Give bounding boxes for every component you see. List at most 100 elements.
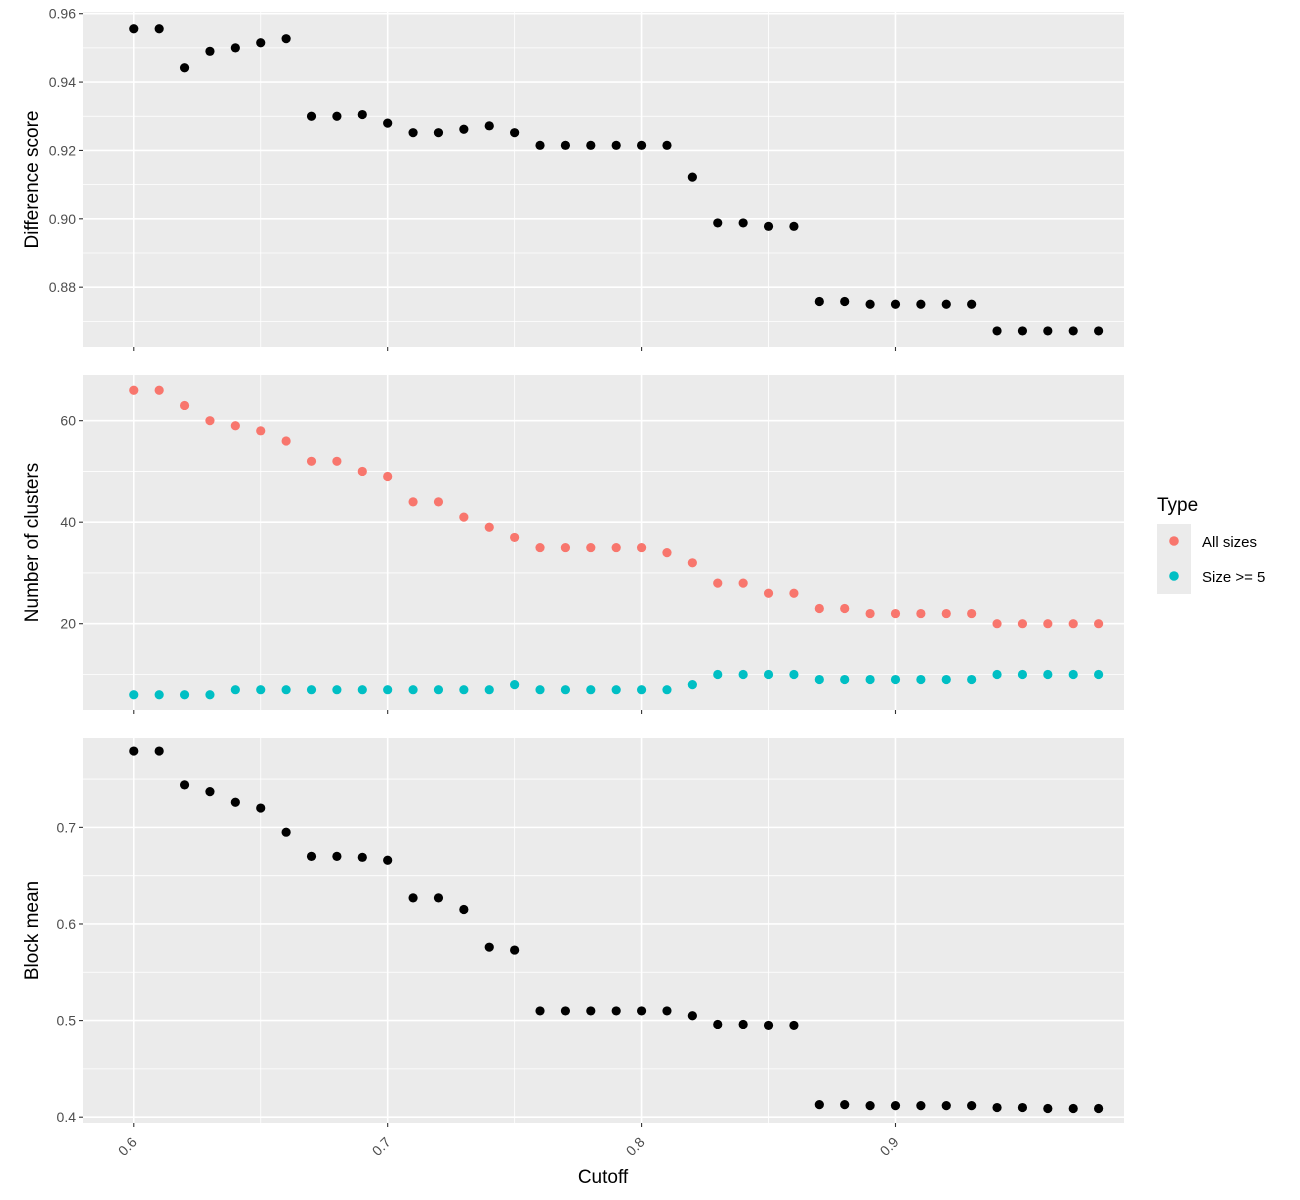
data-point <box>129 746 139 756</box>
data-point <box>535 685 545 695</box>
y-tick-label: 0.5 <box>57 1013 77 1029</box>
data-point <box>1068 1103 1078 1114</box>
data-point <box>687 558 697 568</box>
data-point <box>814 1100 824 1110</box>
data-point <box>713 218 723 228</box>
data-point <box>611 140 621 150</box>
panel-background <box>83 738 1124 1123</box>
data-point <box>967 608 977 619</box>
x-tick-label: 0.7 <box>369 1134 394 1159</box>
data-point <box>433 497 444 507</box>
data-point <box>611 1006 621 1016</box>
legend-key-all-sizes <box>1169 536 1179 546</box>
data-point <box>916 608 926 619</box>
data-point <box>687 1011 697 1021</box>
data-point <box>510 532 520 543</box>
data-point <box>916 1101 926 1111</box>
y-tick-label: 20 <box>60 616 76 632</box>
data-point <box>560 542 571 553</box>
data-point <box>611 542 621 553</box>
data-point <box>383 471 393 482</box>
data-point <box>992 1102 1002 1113</box>
y-tick-label: 0.92 <box>49 142 76 158</box>
data-point <box>890 674 901 685</box>
series-2-1 <box>129 385 1104 629</box>
data-point <box>560 140 571 150</box>
data-point <box>738 218 748 228</box>
data-point <box>205 416 215 426</box>
data-point <box>1068 619 1078 629</box>
data-point <box>1017 619 1028 629</box>
y-tick-label: 60 <box>60 413 76 429</box>
data-point <box>484 942 494 952</box>
y-tick-label: 40 <box>60 514 76 530</box>
data-point <box>1094 1103 1104 1114</box>
y-axis-title: Block mean <box>22 881 43 980</box>
y-tick-label: 0.4 <box>57 1109 77 1125</box>
data-point <box>662 548 672 558</box>
data-point <box>814 296 824 307</box>
data-point <box>357 852 367 862</box>
panel-2: 20 40 60 Number of clusters <box>22 375 1124 714</box>
data-point <box>433 685 444 695</box>
data-point <box>510 680 520 690</box>
data-point <box>1043 619 1053 629</box>
data-point <box>763 669 774 680</box>
data-point <box>154 24 164 34</box>
data-point <box>256 685 266 695</box>
y-tick-label: 0.7 <box>57 819 77 835</box>
data-point <box>408 497 418 507</box>
data-point <box>154 385 164 395</box>
data-point <box>1094 669 1104 680</box>
data-point <box>738 1019 748 1030</box>
data-point <box>890 1101 901 1111</box>
data-point <box>1068 326 1078 336</box>
data-point <box>1017 1102 1028 1113</box>
data-point <box>535 1006 545 1016</box>
data-point <box>611 685 621 695</box>
legend-key-background <box>1157 524 1191 594</box>
data-point <box>662 685 672 695</box>
data-point <box>129 24 139 34</box>
x-axis-title: Cutoff <box>578 1167 629 1188</box>
data-point <box>306 456 317 466</box>
panel-background <box>83 12 1124 347</box>
data-point <box>1017 669 1028 680</box>
data-point <box>205 690 215 700</box>
data-point <box>636 685 647 695</box>
data-point <box>408 893 418 903</box>
data-point <box>535 140 545 150</box>
data-point <box>306 851 317 861</box>
data-point <box>840 296 850 307</box>
data-point <box>890 299 901 309</box>
data-point <box>840 603 850 614</box>
data-point <box>408 685 418 695</box>
data-point <box>763 221 774 231</box>
data-point <box>941 608 951 619</box>
data-point <box>459 124 469 134</box>
data-point <box>179 690 190 700</box>
data-point <box>763 588 774 598</box>
data-point <box>586 542 596 553</box>
data-point <box>586 140 596 150</box>
x-tick-label: 0.9 <box>877 1134 902 1159</box>
data-point <box>713 578 723 588</box>
data-point <box>383 118 393 128</box>
data-point <box>357 466 367 477</box>
data-point <box>789 588 799 598</box>
x-axis: 0.6 0.7 0.8 0.9 <box>115 1134 902 1159</box>
data-point <box>332 685 342 695</box>
data-point <box>129 690 139 700</box>
data-point <box>586 1006 596 1016</box>
data-point <box>179 400 190 411</box>
data-point <box>560 685 571 695</box>
data-point <box>484 522 494 532</box>
data-point <box>281 34 291 44</box>
data-point <box>383 855 393 865</box>
data-point <box>890 608 901 619</box>
data-point <box>840 674 850 685</box>
data-point <box>484 121 494 131</box>
data-point <box>484 685 494 695</box>
data-point <box>789 669 799 680</box>
